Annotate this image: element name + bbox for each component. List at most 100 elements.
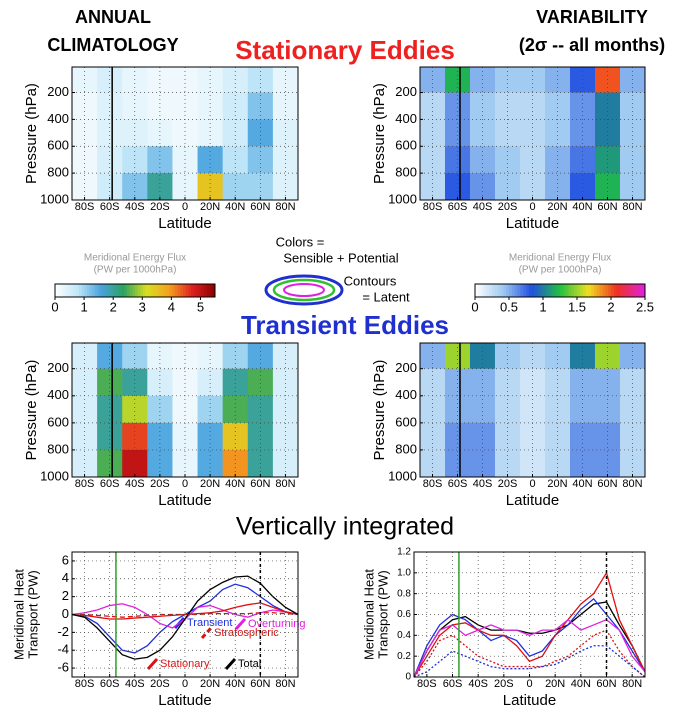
colorbar-swatch xyxy=(591,284,595,297)
heatmap-cell xyxy=(595,395,621,424)
colorbar-swatch xyxy=(625,284,629,297)
key-text: Contours xyxy=(344,273,397,288)
colorbar-swatch xyxy=(594,284,598,297)
legend-swatch xyxy=(200,626,213,640)
y-tick-label: 1.2 xyxy=(397,547,411,558)
x-tick-label: 80N xyxy=(622,478,642,490)
colorbar-swatch xyxy=(143,284,147,297)
colorbar-swatch xyxy=(551,284,555,297)
y-tick-label: 0.6 xyxy=(397,609,411,620)
heatmap-cell xyxy=(470,368,496,397)
x-tick-label: 60N xyxy=(250,478,270,490)
colorbar-swatch xyxy=(585,284,589,297)
heatmap-cell xyxy=(147,343,173,370)
colorbar-swatch xyxy=(486,284,490,297)
x-tick-label: 60N xyxy=(250,678,270,690)
colorbar-swatch xyxy=(560,284,564,297)
heatmap-cell xyxy=(122,368,148,397)
key-contour xyxy=(272,278,336,302)
x-tick-label: 60S xyxy=(448,201,468,213)
colorbar-swatch xyxy=(116,284,120,297)
y-tick-label: 1.0 xyxy=(397,567,411,578)
series-line xyxy=(413,629,646,678)
heatmap-cell xyxy=(147,173,173,201)
colorbar-swatch xyxy=(506,284,510,297)
x-tick-label: 80S xyxy=(423,201,443,213)
colorbar-title: (PW per 1000hPa) xyxy=(519,265,602,276)
heatmap-cell xyxy=(445,368,471,397)
colorbar-swatch xyxy=(188,284,192,297)
heatmap-cell xyxy=(222,368,249,397)
key-text: = Latent xyxy=(362,289,410,304)
colorbar-swatch xyxy=(68,284,72,297)
heatmap-cell xyxy=(595,368,621,397)
colorbar-swatch xyxy=(137,284,141,297)
x-axis-label: Latitude xyxy=(506,215,559,232)
x-tick-label: 40N xyxy=(225,678,245,690)
x-axis-label: Latitude xyxy=(158,692,211,707)
colorbar-swatch xyxy=(548,284,552,297)
heatmap-cell xyxy=(545,395,571,424)
heatmap-cell xyxy=(222,422,249,451)
colorbar-swatch xyxy=(193,284,197,297)
heatmap-cell xyxy=(72,343,98,370)
x-tick-label: 20S xyxy=(150,678,170,690)
heatmap-cell xyxy=(445,395,471,424)
colorbar-swatch xyxy=(619,284,623,297)
colorbar-tick-label: 1 xyxy=(80,299,87,314)
y-tick-label: 1000 xyxy=(388,191,417,206)
x-tick-label: 40S xyxy=(125,201,145,213)
heatmap-cell xyxy=(72,395,98,424)
y-tick-label: 600 xyxy=(395,138,417,153)
colorbar-swatch xyxy=(599,284,603,297)
heatmap-cell xyxy=(222,395,249,424)
heatmap-cell xyxy=(520,173,546,201)
heatmap-cell xyxy=(272,368,299,397)
heatmap-cell xyxy=(147,395,173,424)
colorbar-swatch xyxy=(65,284,69,297)
colorbar-swatch xyxy=(95,284,99,297)
heatmap-cell xyxy=(72,173,98,201)
header-right: (2σ -- all months) xyxy=(519,35,665,55)
y-axis-label: Pressure (hPa) xyxy=(371,83,388,184)
x-tick-label: 60S xyxy=(100,201,120,213)
colorbar-swatch xyxy=(480,284,484,297)
x-tick-label: 40N xyxy=(572,478,592,490)
heatmap-cell xyxy=(595,422,621,451)
x-tick-label: 40N xyxy=(225,478,245,490)
heatmap-cell xyxy=(470,422,496,451)
y-tick-label: 600 xyxy=(47,414,69,429)
x-axis-label: Latitude xyxy=(503,692,556,707)
x-tick-label: 60N xyxy=(597,478,617,490)
heatmap-cell xyxy=(247,368,274,397)
colorbar-swatch xyxy=(159,284,163,297)
heatmap-cell xyxy=(122,395,148,424)
colorbar-swatch xyxy=(156,284,160,297)
y-tick-label: 0.8 xyxy=(397,588,411,599)
y-tick-label: 0.4 xyxy=(397,630,411,641)
heatmap-cell xyxy=(172,67,199,94)
colorbar-swatch xyxy=(89,284,93,297)
heatmap-cell xyxy=(495,343,521,370)
colorbar-swatch xyxy=(76,284,80,297)
x-tick-label: 40S xyxy=(473,478,493,490)
colorbar-swatch xyxy=(494,284,499,297)
colorbar-tick-label: 2 xyxy=(607,299,614,314)
colorbar-swatch xyxy=(554,284,558,297)
legend-swatch xyxy=(224,657,237,671)
colorbar-swatch xyxy=(483,284,487,297)
colorbar-swatch xyxy=(596,284,601,297)
y-tick-label: 400 xyxy=(395,111,417,126)
colorbar-swatch xyxy=(204,284,208,297)
heatmap-cell xyxy=(272,173,299,201)
colorbar-swatch xyxy=(161,284,165,297)
colorbar-swatch xyxy=(71,284,75,297)
x-tick-label: 40N xyxy=(571,678,591,690)
colorbar-swatch xyxy=(477,284,482,297)
heatmap-cell xyxy=(595,343,621,370)
heatmap-cell xyxy=(545,173,571,201)
x-tick-label: 60S xyxy=(443,678,463,690)
heatmap-cell xyxy=(445,173,471,201)
